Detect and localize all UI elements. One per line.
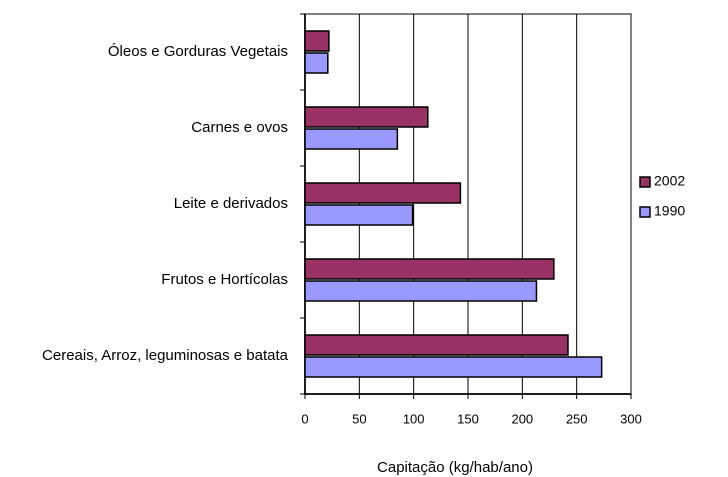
legend-label: 2002 bbox=[654, 173, 685, 189]
bar bbox=[304, 52, 329, 74]
x-tick-label: 0 bbox=[301, 411, 308, 426]
x-tick-label: 50 bbox=[352, 411, 366, 426]
x-tick-label: 200 bbox=[511, 411, 533, 426]
x-tick-label: 300 bbox=[620, 411, 642, 426]
category-text: Cereais, Arroz, leguminosas e batata bbox=[42, 347, 288, 364]
bar bbox=[304, 204, 414, 226]
legend-swatch bbox=[639, 176, 651, 188]
bar bbox=[304, 128, 399, 150]
y-tick-label: Óleos e Gorduras Vegetais bbox=[0, 40, 288, 64]
x-tick-label: 150 bbox=[457, 411, 479, 426]
bar bbox=[304, 356, 603, 378]
x-tick-label: 100 bbox=[403, 411, 425, 426]
y-tick-label: Carnes e ovos bbox=[0, 116, 288, 140]
y-tick-label: Cereais, Arroz, leguminosas e batata bbox=[0, 344, 288, 368]
bar bbox=[304, 106, 429, 128]
bar bbox=[304, 30, 330, 52]
y-tick-label: Frutos e Hortícolas bbox=[0, 268, 288, 292]
bar bbox=[304, 334, 569, 356]
category-text: Carnes e ovos bbox=[191, 119, 288, 136]
category-text: Óleos e Gorduras Vegetais bbox=[107, 43, 288, 60]
category-text: Leite e derivados bbox=[173, 195, 288, 212]
x-tick-label: 250 bbox=[566, 411, 588, 426]
bar bbox=[304, 280, 538, 302]
legend-label: 1990 bbox=[654, 203, 685, 219]
bar bbox=[304, 182, 462, 204]
bar bbox=[304, 258, 555, 280]
x-axis-title: Capitação (kg/hab/ano) bbox=[377, 459, 533, 476]
y-tick-label: Leite e derivados bbox=[0, 192, 288, 216]
category-text: Frutos e Hortícolas bbox=[161, 271, 288, 288]
legend-swatch bbox=[639, 206, 651, 218]
